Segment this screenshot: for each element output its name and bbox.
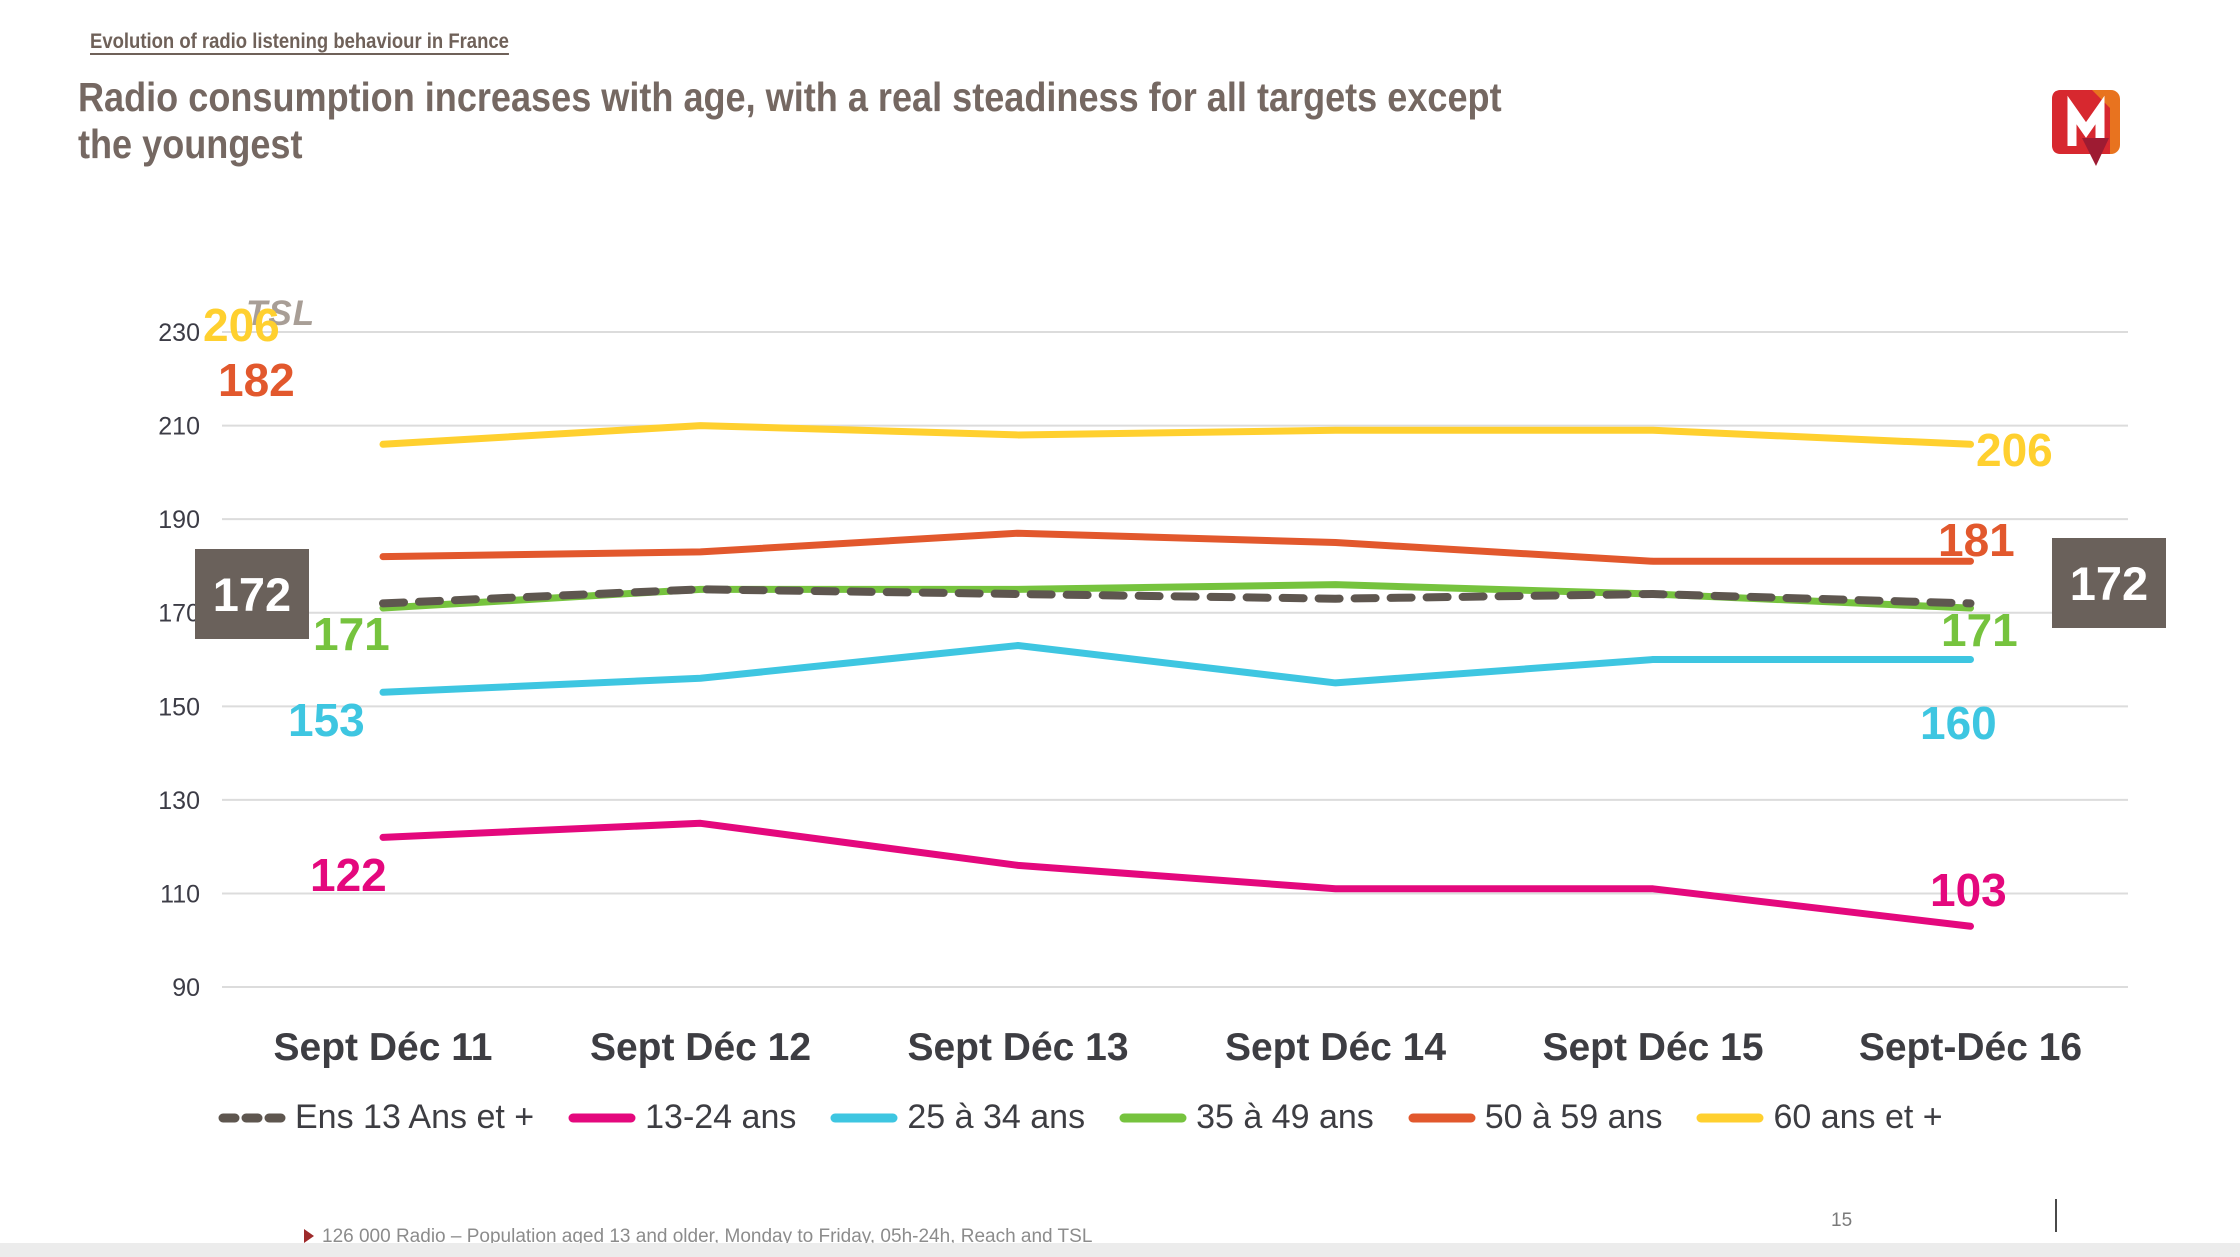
legend-swatch-ens-13-ans-et	[218, 1113, 286, 1122]
legend-swatch-25-34-ans	[830, 1113, 898, 1122]
label-35-49-last: 171	[1941, 604, 2018, 656]
label-60plus-last: 206	[1976, 424, 2053, 476]
y-tick-150: 150	[158, 693, 200, 721]
x-axis-label-sept-d-c-11: Sept Déc 11	[273, 1026, 493, 1069]
x-axis-label-sept-d-c-15: Sept Déc 15	[1542, 1026, 1764, 1069]
y-tick-230: 230	[158, 319, 200, 347]
page-title: Radio consumption increases with age, wi…	[78, 74, 1696, 168]
legend-swatch-35-49-ans	[1119, 1113, 1187, 1122]
legend-swatch-60-ans-et	[1696, 1113, 1764, 1122]
y-tick-130: 130	[158, 787, 200, 815]
label-60plus-first: 206	[203, 299, 280, 351]
label-35-49-first: 171	[313, 608, 390, 660]
x-axis-label-sept-d-c-14: Sept Déc 14	[1224, 1026, 1447, 1069]
page-title-line1: Radio consumption increases with age, wi…	[78, 74, 1502, 120]
y-tick-190: 190	[158, 506, 200, 534]
x-axis-label-sept-d-c-12: Sept Déc 12	[589, 1026, 812, 1069]
legend-item-13-24-ans: 13-24 ans	[568, 1098, 796, 1137]
page-number: 15	[1831, 1210, 1853, 1231]
y-tick-110: 110	[160, 880, 200, 908]
y-tick-170: 170	[158, 600, 200, 628]
legend-item-ens-13-ans-et: Ens 13 Ans et +	[218, 1098, 534, 1137]
label-25-34-last: 160	[1920, 697, 1997, 749]
legend-label-50-59-ans: 50 à 59 ans	[1484, 1098, 1663, 1136]
label-13-24-first: 122	[310, 849, 387, 901]
label-25-34-first: 153	[288, 694, 365, 746]
label-50-59-first: 182	[218, 354, 295, 406]
legend-swatch-13-24-ans	[568, 1113, 636, 1122]
series-line-13-24-ans	[379, 819, 1974, 930]
chart-unit-label: TSL	[246, 294, 316, 333]
label-50-59-last: 181	[1938, 514, 2015, 566]
legend-label-60-ans-et: 60 ans et +	[1773, 1098, 1943, 1136]
series-line-ens-13-ans-et	[379, 585, 1975, 608]
legend-label-13-24-ans: 13-24 ans	[645, 1098, 797, 1136]
text-cursor	[2055, 1199, 2057, 1232]
legend-item-35-49-ans: 35 à 49 ans	[1119, 1098, 1374, 1137]
legend-label-ens-13-ans-et: Ens 13 Ans et +	[295, 1098, 535, 1136]
legend-item-25-34-ans: 25 à 34 ans	[830, 1098, 1085, 1137]
source-note: 126 000 Radio – Population aged 13 and o…	[304, 1226, 1092, 1248]
label-ens13-last: 172	[2069, 556, 2149, 610]
label-ens13-first: 172	[212, 567, 292, 621]
source-text: 126 000 Radio – Population aged 13 and o…	[322, 1226, 1093, 1247]
y-tick-90: 90	[172, 974, 200, 1002]
legend-item-50-59-ans: 50 à 59 ans	[1408, 1098, 1663, 1137]
chart-legend: Ens 13 Ans et + 13-24 ans 25 à 34 ans 35 à …	[218, 1098, 1943, 1137]
label-ens13-first-box: 172	[195, 549, 309, 639]
series-line-50-59-ans	[379, 529, 1974, 565]
legend-swatch-50-59-ans	[1408, 1113, 1476, 1122]
series-line-25-34-ans	[379, 641, 1974, 696]
breadcrumb[interactable]: Evolution of radio listening behaviour i…	[90, 30, 509, 53]
legend-label-25-34-ans: 25 à 34 ans	[907, 1098, 1086, 1136]
x-axis-label-sept-d-c-16: Sept-Déc 16	[1858, 1026, 2083, 1069]
legend-label-35-49-ans: 35 à 49 ans	[1196, 1098, 1374, 1136]
slide-bottom-edge	[0, 1243, 2240, 1257]
series-line-60-ans-et	[379, 422, 1974, 448]
page-title-line2: the youngest	[78, 121, 303, 167]
x-axis-label-sept-d-c-13: Sept Déc 13	[907, 1026, 1129, 1069]
label-ens13-last-box: 172	[2052, 538, 2166, 628]
y-tick-210: 210	[158, 413, 200, 441]
mediametrie-logo	[2052, 90, 2120, 166]
arrow-bullet-icon	[304, 1229, 314, 1243]
label-13-24-last: 103	[1930, 864, 2007, 916]
legend-item-60-ans-et: 60 ans et +	[1696, 1098, 1943, 1137]
